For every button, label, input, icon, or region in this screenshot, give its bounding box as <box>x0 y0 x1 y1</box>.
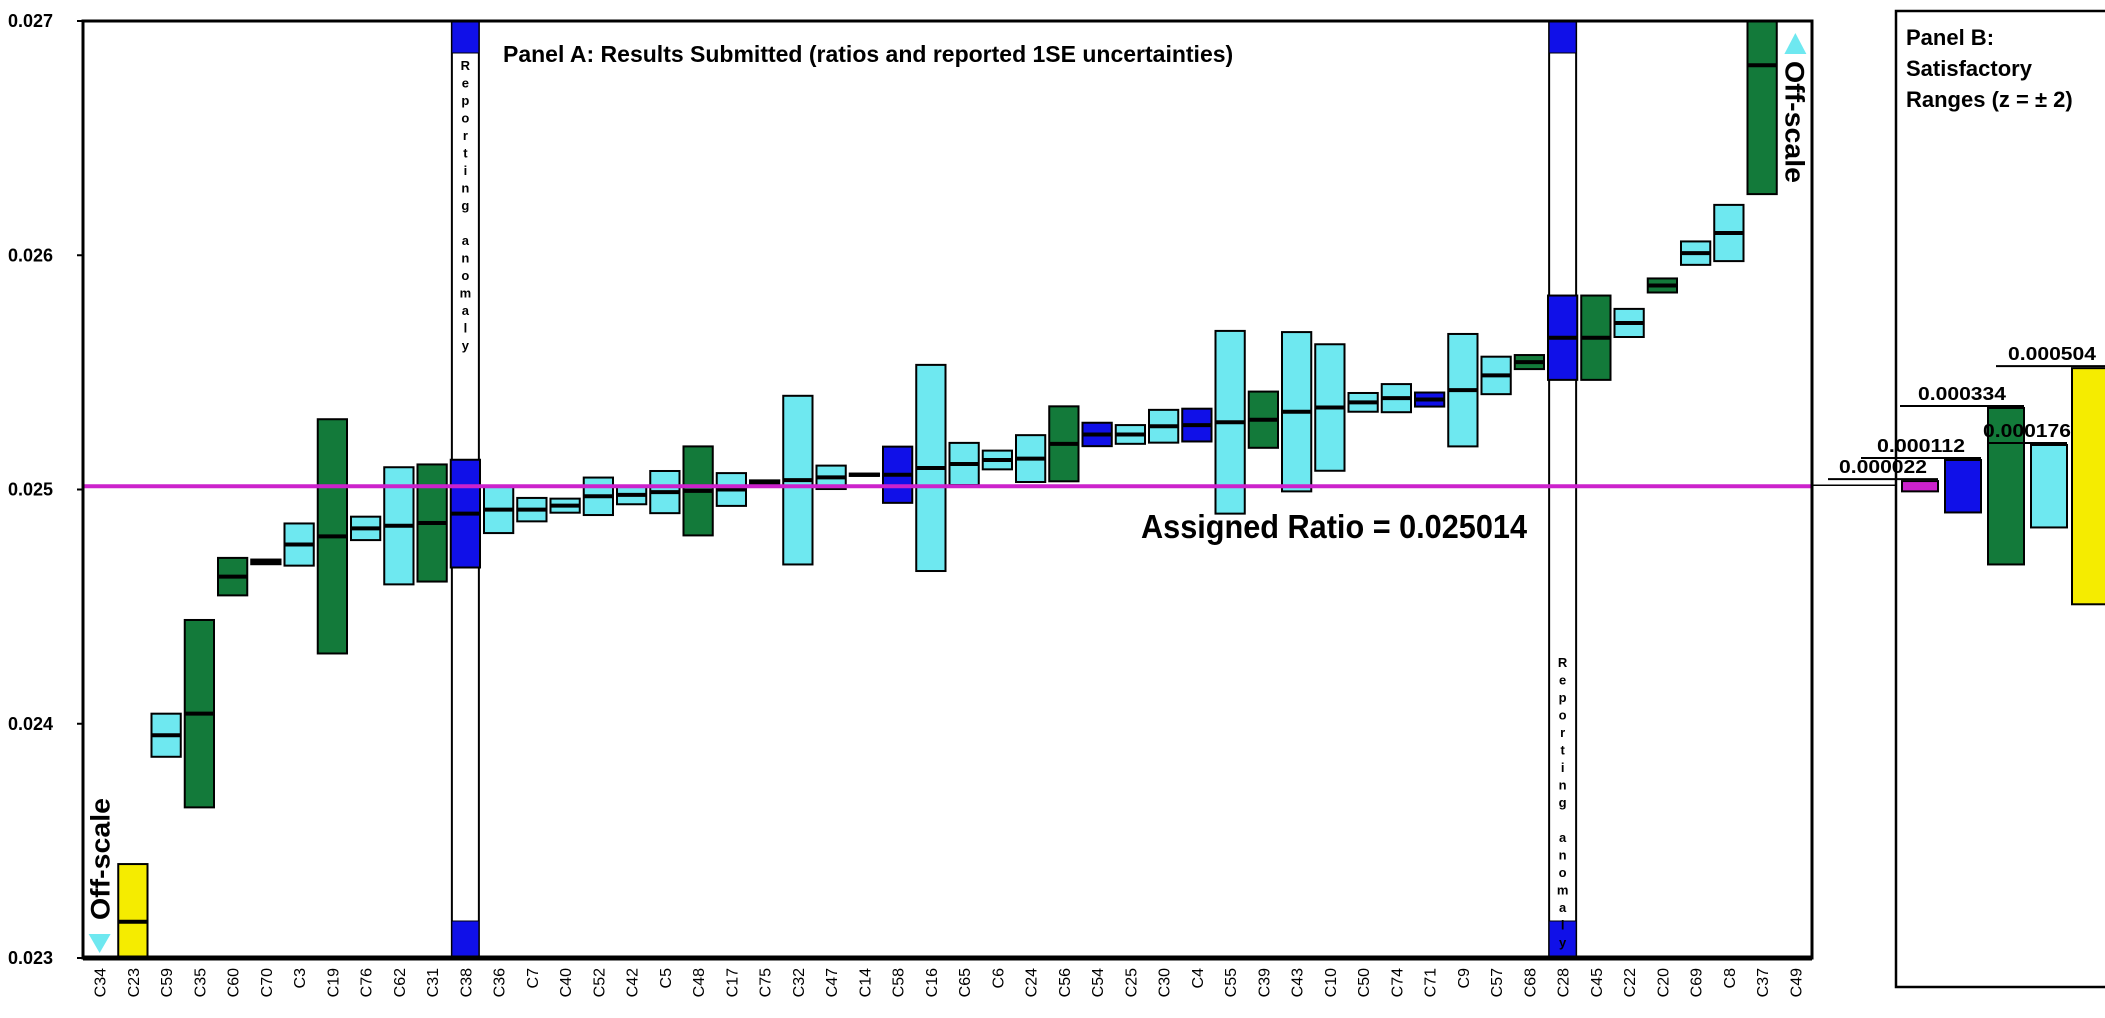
x-tick-label: C17 <box>724 968 741 997</box>
x-tick-label: C9 <box>1456 968 1473 989</box>
x-tick-label: C19 <box>325 968 342 997</box>
range-label: 0.000334 <box>1918 384 2006 404</box>
panel-b-title: Panel B: <box>1906 25 1994 50</box>
anomaly-column <box>1548 21 1578 958</box>
x-tick-label: C4 <box>1190 968 1207 989</box>
x-tick-label: C25 <box>1123 968 1140 997</box>
x-tick-label: C60 <box>226 968 243 997</box>
x-tick-label: C56 <box>1057 968 1074 997</box>
panel-b-title: Satisfactory <box>1906 56 2033 81</box>
x-tick-label: C22 <box>1622 968 1639 997</box>
y-tick-label: 0.027 <box>8 11 53 31</box>
y-tick-label: 0.024 <box>8 714 53 734</box>
x-tick-label: C6 <box>990 968 1007 989</box>
x-tick-label: C70 <box>259 968 276 997</box>
range-bar <box>1901 480 1939 493</box>
x-tick-label: C59 <box>159 968 176 997</box>
range-label: 0.000112 <box>1877 436 1965 456</box>
y-tick-label: 0.026 <box>8 245 53 265</box>
anomaly-label: Reporting anomaly <box>1555 655 1570 953</box>
x-tick-label: C49 <box>1788 968 1805 997</box>
x-tick-label: C14 <box>857 968 874 997</box>
x-tick-label: C50 <box>1356 968 1373 997</box>
x-tick-label: C37 <box>1755 968 1772 997</box>
x-tick-label: C42 <box>625 968 642 997</box>
x-tick-label: C7 <box>525 968 542 989</box>
chart-title: Panel A: Results Submitted (ratios and r… <box>503 41 1233 67</box>
x-tick-label: C34 <box>93 968 110 997</box>
x-tick-label: C40 <box>558 968 575 997</box>
x-tick-label: C58 <box>891 968 908 997</box>
panel-b-frame <box>1894 9 2105 989</box>
x-tick-label: C62 <box>392 968 409 997</box>
x-tick-label: C24 <box>1024 968 1041 997</box>
range-label: 0.000504 <box>2008 344 2096 364</box>
x-tick-label: C3 <box>292 968 309 989</box>
range-bar <box>1987 406 2025 566</box>
off-scale-arrow <box>1784 33 1807 54</box>
x-tick-label: C47 <box>824 968 841 997</box>
assigned-label: Assigned Ratio = 0.025014 <box>1141 508 1528 545</box>
x-tick-label: C65 <box>957 968 974 997</box>
uncertainty-box <box>1746 21 1778 196</box>
x-tick-label: C30 <box>1157 968 1174 997</box>
x-tick-label: C52 <box>591 968 608 997</box>
y-tick-label: 0.025 <box>8 480 53 500</box>
x-tick-label: C54 <box>1090 968 1107 997</box>
plot-area <box>117 21 1778 958</box>
x-tick-label: C32 <box>791 968 808 997</box>
x-tick-label: C23 <box>126 968 143 997</box>
x-tick-label: C31 <box>425 968 442 997</box>
x-tick-label: C39 <box>1256 968 1273 997</box>
x-tick-label: C76 <box>359 968 376 997</box>
range-bar <box>1944 458 1982 514</box>
range-label: 0.000176 <box>1983 421 2071 441</box>
x-tick-label: C68 <box>1522 968 1539 997</box>
x-tick-label: C57 <box>1489 968 1506 997</box>
off-scale-arrow <box>88 934 111 953</box>
x-tick-label: C43 <box>1290 968 1307 997</box>
x-tick-label: C20 <box>1655 968 1672 997</box>
x-tick-label: C74 <box>1389 968 1406 997</box>
x-tick-label: C71 <box>1423 968 1440 997</box>
x-tick-label: C48 <box>691 968 708 997</box>
x-tick-label: C28 <box>1556 968 1573 997</box>
x-tick-label: C16 <box>924 968 941 997</box>
anomaly-cap <box>1548 21 1577 54</box>
range-bar <box>2071 367 2105 606</box>
x-tick-label: C38 <box>458 968 475 997</box>
x-tick-label: C8 <box>1722 968 1739 989</box>
range-bar <box>2030 443 2068 529</box>
range-label: 0.000022 <box>1839 457 1927 477</box>
x-tick-label: C10 <box>1323 968 1340 997</box>
anomaly-cap <box>451 21 480 54</box>
off-scale-label: Off-scale <box>86 798 116 920</box>
x-tick-label: C36 <box>492 968 509 997</box>
x-tick-label: C45 <box>1589 968 1606 997</box>
anomaly-label: Reporting anomaly <box>458 58 473 356</box>
off-scale-label: Off-scale <box>1779 61 1809 183</box>
y-tick-label: 0.023 <box>8 948 53 968</box>
anomaly-cap <box>451 920 480 958</box>
x-tick-label: C35 <box>192 968 209 997</box>
x-tick-label: C5 <box>658 968 675 989</box>
x-tick-label: C55 <box>1223 968 1240 997</box>
x-tick-label: C75 <box>758 968 775 997</box>
panel-b-title: Ranges (z = ± 2) <box>1906 87 2073 112</box>
x-tick-label: C69 <box>1689 968 1706 997</box>
anomaly-cap <box>1548 920 1577 958</box>
